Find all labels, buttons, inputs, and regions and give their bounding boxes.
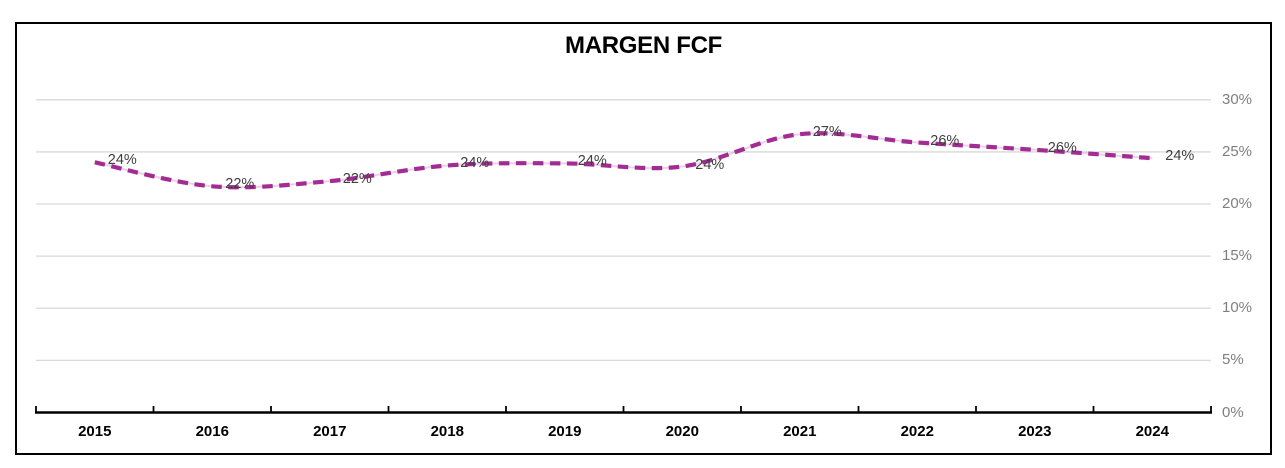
data-point-label: 24% <box>695 156 725 173</box>
data-point-label: 27% <box>812 124 842 141</box>
data-point-label: 22% <box>342 171 372 188</box>
x-axis-label: 2021 <box>783 423 817 440</box>
data-point-label: 24% <box>460 155 490 172</box>
chart-frame <box>15 22 1272 455</box>
y-axis-tick-label: 0% <box>1222 403 1244 421</box>
data-point-label: 22% <box>225 176 255 193</box>
x-axis-label: 2016 <box>195 423 229 440</box>
y-axis-tick-label: 15% <box>1222 247 1253 265</box>
x-axis-label: 2019 <box>548 423 582 440</box>
chart-title: MARGEN FCF <box>565 32 722 59</box>
y-axis-tick-label: 25% <box>1222 142 1253 160</box>
x-axis-label: 2020 <box>665 423 699 440</box>
x-axis-label: 2017 <box>313 423 347 440</box>
data-point-label: 26% <box>1047 139 1077 156</box>
x-axis-label: 2015 <box>78 423 112 440</box>
data-point-label: 24% <box>1165 148 1195 165</box>
x-axis-label: 2024 <box>1135 423 1169 440</box>
data-point-label: 24% <box>577 153 607 170</box>
y-axis-tick-label: 30% <box>1222 90 1253 108</box>
x-axis-label: 2023 <box>1018 423 1052 440</box>
y-axis-tick-label: 20% <box>1222 195 1253 213</box>
y-axis-tick-label: 5% <box>1222 351 1244 369</box>
x-axis-label: 2018 <box>430 423 464 440</box>
y-axis-tick-label: 10% <box>1222 299 1253 317</box>
x-axis-label: 2022 <box>900 423 934 440</box>
data-point-label: 24% <box>107 152 137 169</box>
data-point-label: 26% <box>930 132 960 149</box>
